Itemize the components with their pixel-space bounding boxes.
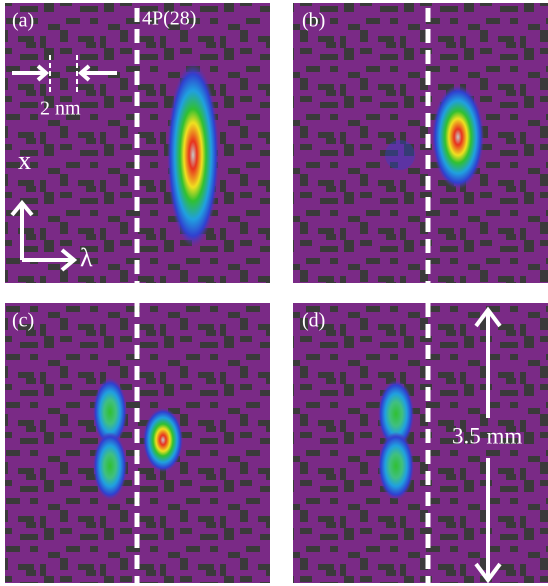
- panel-label: (b): [302, 10, 325, 32]
- panel-d: (d) 3.5 mm: [293, 303, 548, 583]
- panel-label: (a): [12, 10, 34, 32]
- panel-label: (d): [302, 310, 325, 332]
- figure: (a) 4P(28) 2 nm x λ (b) (c) (d) 3.5 mm: [0, 0, 548, 586]
- panel-b: (b): [293, 3, 548, 283]
- line-label: 4P(28): [142, 8, 196, 30]
- panel-label: (c): [12, 310, 34, 332]
- panel-a: (a) 4P(28) 2 nm x λ: [5, 3, 270, 283]
- axis-lambda: λ: [80, 243, 93, 272]
- scale-label: 2 nm: [40, 98, 81, 120]
- page: (a) 4P(28) 2 nm x λ (b) (c) (d) 3.5 mm (…: [0, 0, 548, 586]
- panel-c: (c): [5, 303, 270, 583]
- axis-x: x: [18, 146, 31, 175]
- height-label: 3.5 mm: [452, 423, 522, 448]
